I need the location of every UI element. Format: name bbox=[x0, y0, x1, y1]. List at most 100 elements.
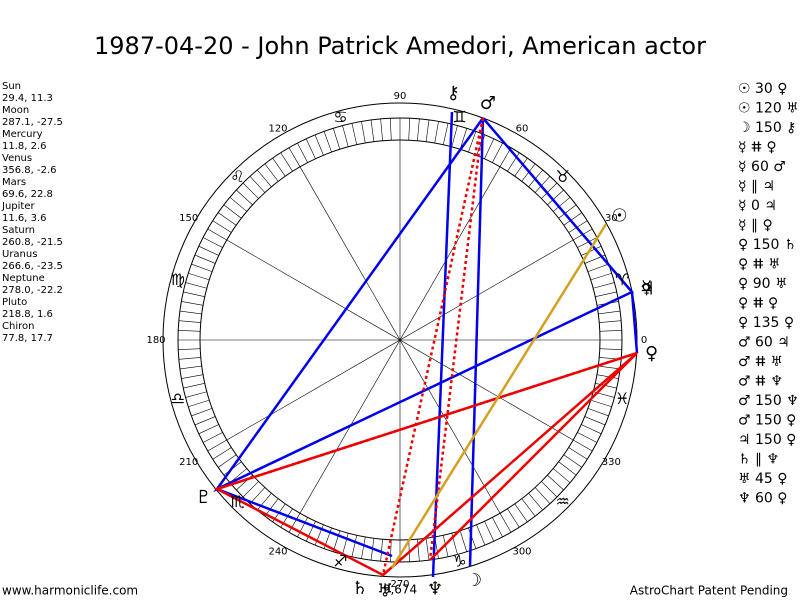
degree-label: 120 bbox=[268, 124, 287, 135]
degree-label: 210 bbox=[179, 457, 198, 468]
hatch-tick bbox=[459, 530, 468, 552]
planet-position: 266.6, -23.5 bbox=[2, 261, 63, 272]
planet-glyph: ☉ bbox=[611, 205, 627, 226]
hatch-tick bbox=[264, 163, 279, 182]
hatch-tick bbox=[598, 310, 621, 315]
hatch-tick bbox=[257, 493, 272, 511]
hatch-tick bbox=[590, 399, 612, 408]
planet-position: 260.8, -21.5 bbox=[2, 237, 63, 248]
degree-label: 150 bbox=[179, 213, 198, 224]
planet-position: 69.6, 22.8 bbox=[2, 189, 53, 200]
hatch-tick bbox=[181, 374, 204, 379]
hatch-tick bbox=[541, 182, 558, 199]
aspect-entry: ♂ 60 ♃ bbox=[738, 335, 790, 351]
planet-position: 77.8, 17.7 bbox=[2, 333, 53, 344]
planet-name: Neptune bbox=[2, 273, 45, 284]
hatch-tick bbox=[541, 481, 558, 498]
hatch-tick bbox=[217, 454, 237, 468]
hatch-tick bbox=[181, 301, 204, 306]
hatch-tick bbox=[249, 176, 266, 193]
labels: 0 30 60 90 120 150 180 210 240 270 300 330 ♈ ♉ ♊ ♋ ♌ ♍ ♎ ♏ ♐… bbox=[1, 81, 799, 600]
planet-position: 11.8, 2.6 bbox=[2, 141, 47, 152]
hatch-tick bbox=[558, 204, 577, 219]
hatch-tick bbox=[425, 538, 430, 561]
hatch-tick bbox=[528, 493, 543, 511]
degree-label: 90 bbox=[394, 91, 407, 102]
hatch-tick bbox=[257, 169, 272, 187]
hatch-tick bbox=[534, 487, 551, 504]
aspect-entry: ☿ 60 ♂ bbox=[738, 159, 786, 175]
hatch-tick bbox=[305, 521, 316, 542]
hatch-tick bbox=[314, 134, 324, 156]
aspect-line bbox=[216, 351, 638, 491]
hatch-tick bbox=[593, 282, 615, 289]
aspect-line bbox=[213, 351, 638, 577]
hatch-tick bbox=[581, 245, 602, 256]
aspect-entry: ♆ 60 ♀ bbox=[738, 491, 788, 507]
degree-label: 0 bbox=[641, 335, 647, 346]
hatch-tick bbox=[280, 152, 293, 172]
hatch-tick bbox=[587, 263, 609, 272]
hatch-tick bbox=[179, 365, 202, 370]
aspect-entry: ♀ ⵌ ♅ bbox=[738, 257, 781, 273]
aspect-entry: ♀ ⵌ ♀ bbox=[738, 296, 778, 312]
aspect-entry: ♃ 150 ♀ bbox=[738, 432, 796, 448]
hatch-tick bbox=[178, 357, 201, 360]
zodiac-sign: ♍ bbox=[171, 270, 185, 289]
hatch-tick bbox=[380, 539, 383, 562]
planet-glyph: ♆ bbox=[427, 579, 443, 600]
aspect-line bbox=[428, 117, 485, 561]
hatch-tick bbox=[568, 220, 588, 233]
hatch-tick bbox=[297, 517, 308, 538]
hatch-tick bbox=[484, 521, 495, 542]
hatch-tick bbox=[202, 432, 223, 443]
hatch-tick bbox=[568, 447, 588, 460]
aspect-entry: ☿ 0 ♃ bbox=[738, 198, 777, 214]
planet-name: Uranus bbox=[2, 249, 37, 260]
hatch-tick bbox=[499, 513, 512, 533]
hatch-tick bbox=[183, 382, 205, 389]
aspect-entry: ☉ 120 ♅ bbox=[738, 101, 799, 117]
hatch-tick bbox=[563, 454, 583, 468]
zodiac-sign: ♈ bbox=[615, 270, 629, 289]
title: 1987-04-20 - John Patrick Amedori, Ameri… bbox=[94, 32, 706, 60]
hatch-tick bbox=[183, 291, 205, 298]
hatch-tick bbox=[534, 176, 551, 193]
hatch-tick bbox=[288, 147, 301, 167]
hatch-tick bbox=[507, 152, 520, 172]
hatch-tick bbox=[577, 237, 598, 248]
aspect-entry: ☿ ∥ ♀ bbox=[738, 218, 773, 234]
hatch-tick bbox=[264, 498, 279, 517]
planet-name: Jupiter bbox=[1, 201, 35, 212]
hatch-tick bbox=[191, 263, 213, 272]
extra-label: 9,674 bbox=[383, 583, 417, 597]
hatch-tick bbox=[553, 197, 571, 212]
hatch-tick bbox=[408, 118, 410, 141]
planet-glyph: ☽ bbox=[466, 570, 482, 591]
hatch-tick bbox=[547, 474, 564, 491]
zodiac-sign: ♉ bbox=[555, 167, 569, 186]
hatch-tick bbox=[332, 530, 341, 552]
hatch-tick bbox=[272, 157, 286, 177]
degree-label: 270 bbox=[390, 579, 409, 590]
hatch-tick bbox=[191, 408, 213, 417]
aspect-entry: ☉ 30 ♀ bbox=[738, 81, 788, 97]
zodiac-sign: ♒ bbox=[555, 492, 569, 511]
hatch-tick bbox=[185, 282, 207, 289]
hatch-tick bbox=[223, 204, 242, 219]
hatch-tick bbox=[434, 121, 439, 144]
planet-position: 356.8, -2.6 bbox=[2, 165, 57, 176]
aspect-entry: ☿ ∥ ♃ bbox=[738, 179, 775, 195]
hatch-tick bbox=[249, 487, 266, 504]
hatch-tick bbox=[305, 138, 316, 159]
aspect-entry: ☿ ⵌ ♀ bbox=[738, 140, 777, 156]
hatch-tick bbox=[297, 142, 308, 163]
hatch-tick bbox=[476, 524, 486, 546]
hatch-tick bbox=[178, 348, 201, 350]
hatch-tick bbox=[217, 212, 237, 226]
zodiac-sign: ♏ bbox=[230, 492, 244, 511]
hatch-tick bbox=[242, 481, 259, 498]
hatch-tick bbox=[484, 138, 495, 159]
